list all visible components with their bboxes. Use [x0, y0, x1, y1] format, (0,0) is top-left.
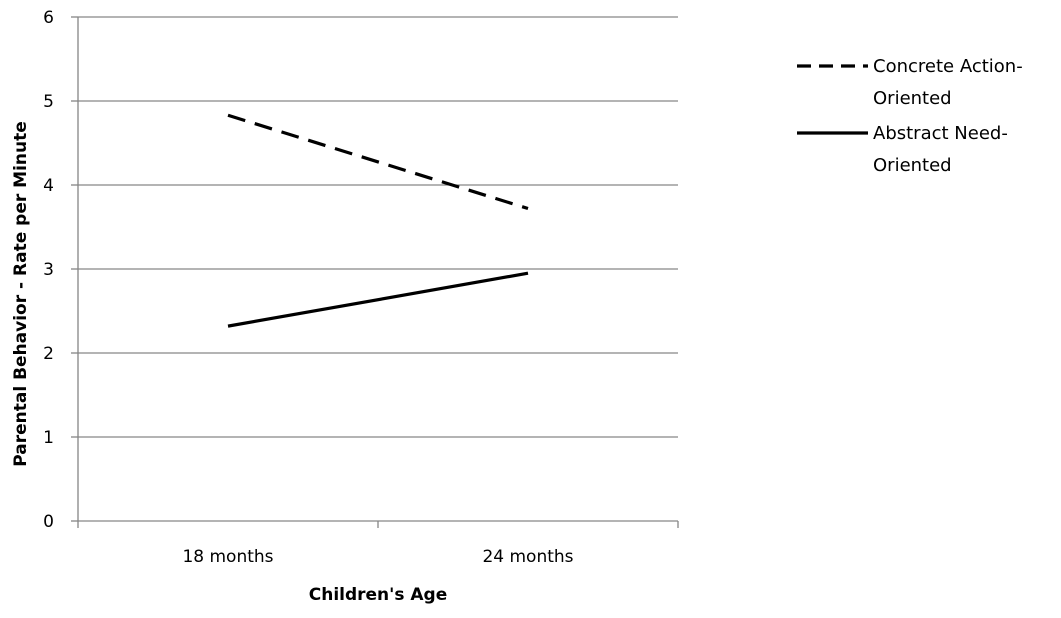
axes — [71, 16, 679, 528]
y-tick-label: 4 — [43, 176, 54, 196]
series-line-2 — [227, 271, 529, 328]
legend: Concrete Action- Oriented Abstract Need- Or… — [797, 56, 1023, 176]
y-tick-labels: 0 1 2 3 4 5 6 — [43, 8, 54, 532]
y-axis-title: Parental Behavior - Rate per Minute — [11, 121, 31, 467]
y-tick-label: 6 — [43, 8, 54, 28]
legend-label: Oriented — [873, 155, 952, 176]
y-tick-label: 3 — [43, 260, 54, 280]
x-tick-label: 24 months — [482, 547, 573, 567]
legend-label: Concrete Action- — [873, 56, 1023, 77]
series-lines — [227, 113, 529, 328]
x-tick-label: 18 months — [182, 547, 273, 567]
gridlines — [78, 16, 678, 438]
y-tick-label: 0 — [43, 512, 54, 532]
x-axis-title: Children's Age — [309, 585, 448, 605]
x-tick-labels: 18 months 24 months — [182, 547, 573, 567]
series-line-1 — [227, 113, 529, 211]
y-tick-label: 2 — [43, 344, 54, 364]
legend-label: Abstract Need- — [873, 123, 1008, 144]
y-tick-label: 5 — [43, 92, 54, 112]
y-tick-label: 1 — [43, 428, 54, 448]
legend-label: Oriented — [873, 88, 952, 109]
